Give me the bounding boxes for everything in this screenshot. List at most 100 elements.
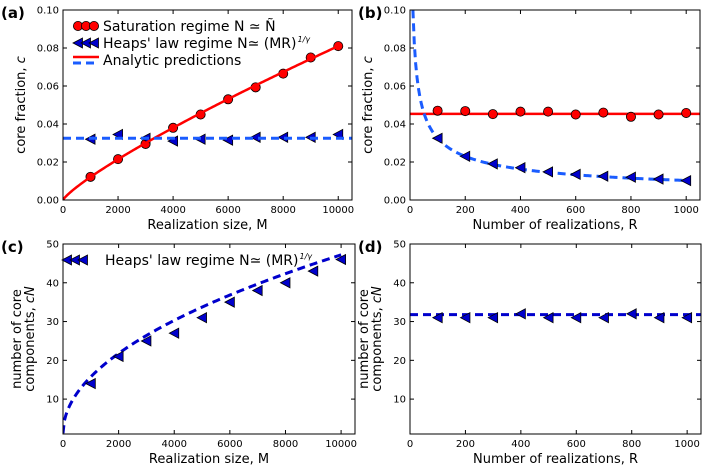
- y-tick-label: 0.04: [37, 120, 59, 131]
- panel-b: 0 200 400 600 800 1000 0.00 0.02 0.04 0.06 0.08 0.1…: [358, 4, 701, 233]
- legend-label-superscript: 1/γ: [300, 252, 314, 261]
- triangle-left-point: [168, 327, 180, 339]
- axes-frame: [62, 9, 353, 201]
- y-tick-label: 0.06: [37, 82, 59, 93]
- y-axis-label-line: number of core: [10, 289, 25, 389]
- panel-label: (d): [358, 238, 382, 256]
- triangle-left-point: [569, 168, 581, 181]
- y-tick-label: 0.10: [384, 6, 406, 17]
- legend-label-superscript: 1/γ: [298, 35, 312, 44]
- triangle-left-point: [140, 335, 152, 347]
- legend-entry: Heaps' law regime N≃ (MR)1/γ: [61, 252, 313, 269]
- plot-area: [63, 41, 352, 200]
- x-tick-label: 10000: [325, 439, 357, 450]
- x-tick-label: 2000: [106, 439, 131, 450]
- circle-point: [487, 109, 498, 120]
- triangle-left-point: [459, 312, 471, 324]
- x-axis-label: Number of realizations, R: [473, 452, 638, 466]
- panel-a: 0 2000 4000 6000 8000 10000 0.00 0.02 0.04 0.06 0.…: [1, 4, 354, 233]
- y-axis-label: number of corecomponents, cN: [357, 286, 385, 392]
- y-tick-label: 0.08: [37, 44, 59, 55]
- legend-label-text: Heaps' law regime N≃ (MR): [103, 36, 297, 52]
- triangle-left-point: [222, 134, 234, 146]
- x-tick-label: 4000: [162, 439, 187, 450]
- x-tick-label: 0: [60, 439, 66, 450]
- x-axis-label: Realization size, M: [147, 218, 267, 233]
- legend-label: Saturation regime N ≃ Ñ: [103, 18, 276, 35]
- circle-point: [515, 106, 526, 117]
- y-axis-label: number of corecomponents, cN: [10, 286, 38, 392]
- y-axis-label-line: components,: [370, 303, 385, 392]
- triangle-left-point: [251, 284, 263, 297]
- triangle-left-point: [625, 308, 637, 320]
- circle-point: [625, 111, 636, 122]
- y-tick-label: 50: [46, 240, 59, 251]
- axes-frame: [62, 243, 356, 435]
- y-tick-label: 0.00: [384, 196, 406, 207]
- triangle-left-point: [625, 171, 636, 183]
- legend-triangle-marker: [77, 254, 88, 266]
- plot-area: [410, 308, 701, 324]
- triangle-left-point: [307, 265, 319, 277]
- x-tick-label: 200: [456, 439, 475, 450]
- axes-frame: [409, 9, 701, 201]
- triangle-left-point: [653, 312, 665, 324]
- circle-point: [543, 106, 554, 117]
- y-axis-label-line: components,: [23, 303, 38, 392]
- x-tick-label: 2000: [105, 205, 130, 216]
- y-tick-label: 20: [46, 356, 59, 367]
- y-tick-label: 10: [393, 395, 406, 406]
- triangle-left-point: [597, 170, 609, 182]
- legend-label-text: Saturation regime N ≃ Ñ: [103, 18, 276, 35]
- circle-point: [653, 109, 664, 120]
- x-tick-label: 6000: [215, 205, 240, 216]
- triangle-left-point: [598, 312, 609, 324]
- triangle-left-point: [335, 253, 346, 266]
- x-tick-label: 10000: [322, 205, 354, 216]
- legend-label: Heaps' law regime N≃ (MR)1/γ: [105, 252, 313, 269]
- x-tick-label: 0: [60, 205, 66, 216]
- y-tick-label: 10: [46, 395, 59, 406]
- triangle-left-point: [680, 174, 692, 187]
- x-tick-label: 1000: [674, 439, 699, 450]
- y-tick-label: 0.00: [37, 196, 59, 207]
- legend-entry: Analytic predictions: [73, 53, 241, 69]
- triangle-left-point: [279, 277, 291, 289]
- triangle-left-point: [459, 150, 471, 162]
- dashed-curve: [63, 253, 342, 434]
- triangle-left-point: [652, 173, 664, 185]
- legend-entry: Heaps' law regime N≃ (MR)1/γ: [72, 35, 312, 52]
- triangle-left-point: [542, 312, 554, 324]
- triangle-left-point: [431, 132, 443, 144]
- circle-point: [598, 107, 609, 118]
- x-tick-label: 4000: [160, 205, 185, 216]
- circle-point: [570, 109, 581, 120]
- x-tick-label: 0: [407, 205, 413, 216]
- x-tick-label: 400: [511, 439, 530, 450]
- triangle-left-point: [514, 162, 526, 174]
- triangle-left-point: [196, 312, 207, 324]
- triangle-left-point: [570, 312, 582, 324]
- triangle-left-point: [681, 312, 693, 324]
- x-tick-label: 800: [622, 439, 641, 450]
- y-tick-label: 30: [46, 317, 59, 328]
- triangle-left-point: [487, 312, 499, 324]
- axes-frame: [409, 243, 702, 435]
- y-tick-label: 40: [46, 278, 59, 289]
- circle-point: [432, 105, 443, 116]
- legend-triangle-marker: [88, 37, 99, 49]
- y-tick-label: 50: [393, 240, 406, 251]
- y-axis-label: core fraction, c: [361, 56, 376, 154]
- y-axis-label-symbol: c: [14, 56, 29, 63]
- plot-area: [63, 253, 346, 434]
- triangle-left-point: [514, 308, 526, 320]
- y-tick-label: 0.06: [384, 82, 406, 93]
- y-tick-label: 0.10: [37, 6, 59, 17]
- circle-point: [460, 106, 471, 117]
- triangle-left-point: [84, 377, 96, 390]
- legend-label: Analytic predictions: [103, 53, 241, 69]
- x-axis-label: Realization size, M: [149, 452, 269, 466]
- triangle-left-point: [486, 158, 498, 170]
